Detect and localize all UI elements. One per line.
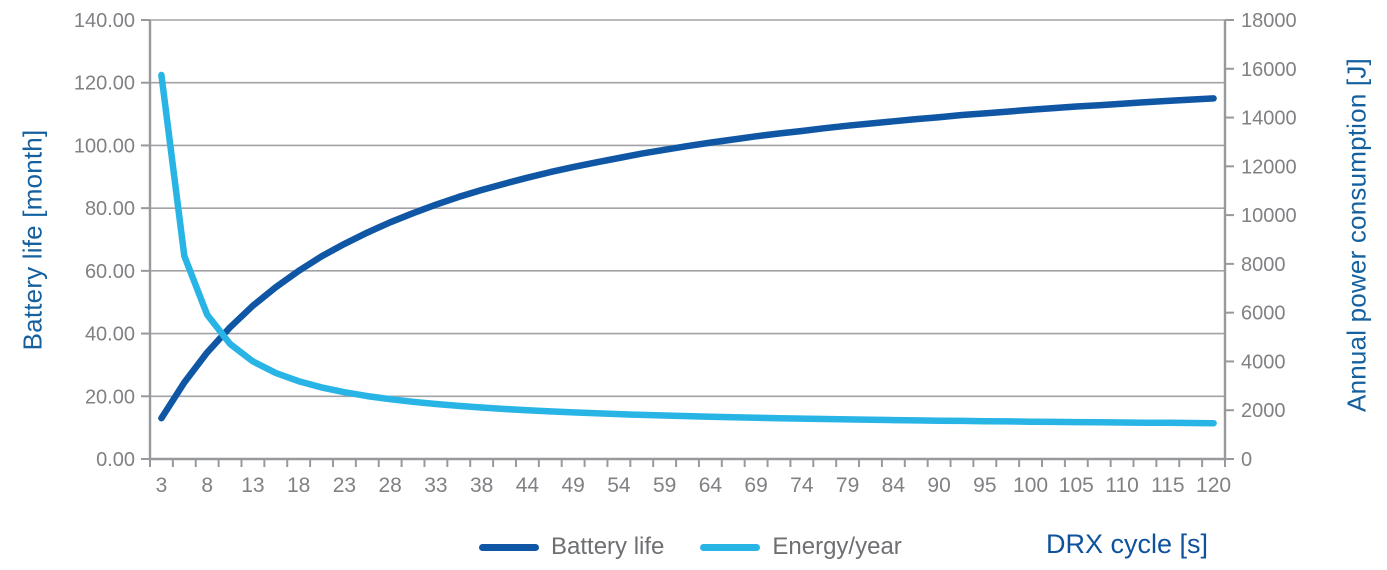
left-tick-label: 40.00 <box>85 324 135 346</box>
x-tick-label: 69 <box>744 474 767 497</box>
x-tick-label: 23 <box>333 474 356 497</box>
left-tick-label: 20.00 <box>85 386 135 408</box>
right-tick-label: 2000 <box>1241 400 1286 422</box>
left-tick-label: 60.00 <box>85 261 135 283</box>
x-tick-label: 90 <box>927 474 950 497</box>
left-tick-label: 120.00 <box>74 73 135 95</box>
x-tick-label: 100 <box>1013 474 1048 497</box>
x-axis-tick-labels: 3 8 13 18 23 28 33 38 44 49 54 59 64 69 74 79 84 90 95 100 1… <box>156 474 1231 497</box>
right-axis-title: Annual power consumption [J] <box>1341 58 1372 412</box>
right-tick-label: 14000 <box>1241 108 1297 130</box>
x-tick-label: 120 <box>1196 474 1231 497</box>
x-tick-label: 8 <box>201 474 213 497</box>
energy-year-line <box>158 71 1217 427</box>
battery-life-swatch-icon <box>479 543 539 551</box>
x-tick-label: 115 <box>1151 474 1184 497</box>
x-tick-label: 95 <box>973 474 996 497</box>
x-tick-label: 13 <box>241 474 264 497</box>
right-tick-label: 12000 <box>1241 156 1297 178</box>
left-tick-label: 0.00 <box>96 449 135 471</box>
x-tick-label: 18 <box>287 474 310 497</box>
legend-label-battery-life: Battery life <box>551 533 665 560</box>
right-axis-tick-labels: 0 2000 4000 6000 8000 10000 12000 14000 16000 180… <box>1241 10 1297 471</box>
left-axis-title: Battery life [month] <box>17 129 48 351</box>
legend-item-energy-year: Energy/year <box>700 533 902 561</box>
right-tick-label: 0 <box>1241 449 1252 471</box>
x-tick-label: 110 <box>1105 474 1138 497</box>
gridlines <box>150 19 1225 460</box>
battery-life-line <box>158 95 1217 422</box>
legend-label-energy-year: Energy/year <box>772 533 902 560</box>
x-tick-label: 38 <box>470 474 493 497</box>
right-tick-label: 18000 <box>1241 10 1297 32</box>
energy-year-swatch-icon <box>700 543 761 551</box>
x-tick-label: 79 <box>836 474 859 497</box>
axis-lines <box>148 20 1227 461</box>
x-tick-label: 54 <box>607 474 631 497</box>
right-tick-label: 8000 <box>1241 254 1286 276</box>
right-tick-label: 10000 <box>1241 205 1297 227</box>
x-tick-label: 105 <box>1059 474 1094 497</box>
x-tick-label: 64 <box>699 474 723 497</box>
x-tick-label: 33 <box>424 474 447 497</box>
legend: Battery life Energy/year <box>479 533 902 561</box>
x-tick-label: 28 <box>378 474 401 497</box>
x-axis-title: DRX cycle [s] <box>1046 529 1209 559</box>
x-tick-label: 59 <box>653 474 676 497</box>
right-tick-label: 6000 <box>1241 303 1286 325</box>
tick-marks <box>141 19 1234 467</box>
left-tick-label: 140.00 <box>74 10 135 32</box>
x-tick-label: 49 <box>561 474 584 497</box>
left-axis-tick-labels: 0.00 20.00 40.00 60.00 80.00 100.00 120.00 140.… <box>74 10 135 471</box>
legend-item-battery-life: Battery life <box>479 533 664 561</box>
right-tick-label: 4000 <box>1241 351 1286 373</box>
left-tick-label: 80.00 <box>85 198 135 220</box>
left-tick-label: 100.00 <box>74 135 135 157</box>
x-tick-label: 74 <box>790 474 814 497</box>
x-tick-label: 84 <box>882 474 906 497</box>
x-tick-label: 3 <box>156 474 168 497</box>
right-tick-label: 16000 <box>1241 59 1297 81</box>
x-tick-label: 44 <box>516 474 540 497</box>
